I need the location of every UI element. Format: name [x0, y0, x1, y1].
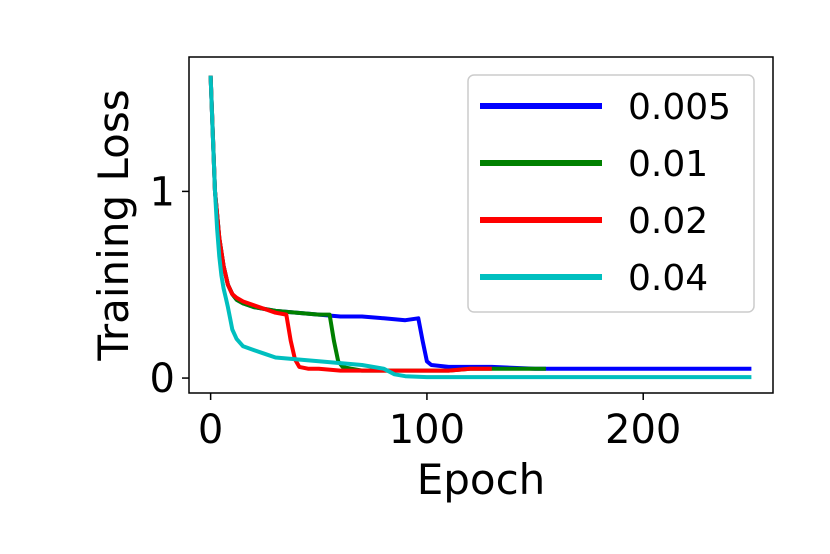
series-line-2: [208, 75, 492, 373]
series-layer: [208, 75, 752, 380]
y-tick-label-1: 1: [150, 169, 175, 215]
x-tick-label-2: 200: [605, 407, 681, 453]
series-line-3: [208, 75, 752, 380]
plot-frame: [188, 56, 774, 394]
legend: 0.005 0.01 0.02 0.04: [467, 74, 755, 313]
y-axis-label: Training Loss: [89, 89, 138, 361]
legend-label-0: 0.005: [628, 87, 731, 128]
x-axis-label: Epoch: [417, 455, 546, 504]
legend-label-3: 0.04: [628, 258, 708, 299]
y-tick-label-0: 0: [150, 356, 175, 402]
legend-label-2: 0.02: [628, 201, 708, 242]
x-tick-label-1: 100: [389, 407, 465, 453]
ticks-layer: 0 100 200 0 1: [150, 169, 682, 453]
x-tick-label-0: 0: [198, 407, 223, 453]
legend-label-1: 0.01: [628, 144, 708, 185]
legend-frame: [467, 74, 755, 313]
